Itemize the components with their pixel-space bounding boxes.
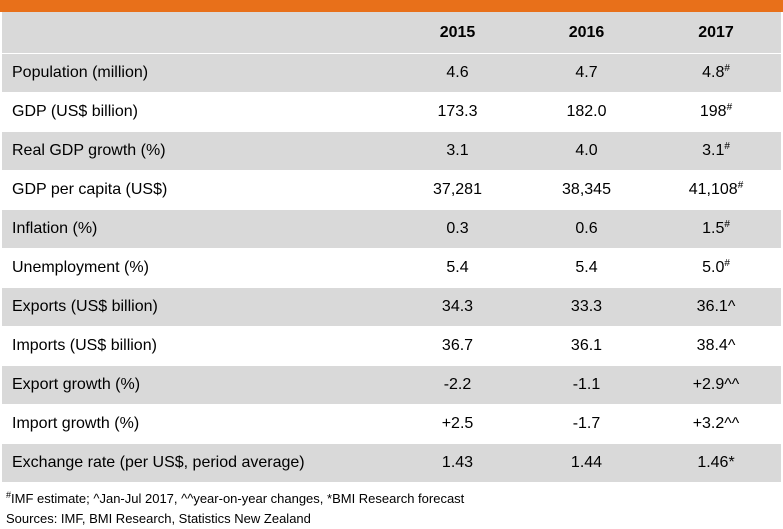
cell-2017-value: 41,108 <box>688 181 738 198</box>
row-label: Inflation (%) <box>2 209 393 249</box>
cell-2017: 4.8# <box>651 53 781 93</box>
cell-2016: -1.1 <box>522 365 651 405</box>
table-row: GDP per capita (US$) 37,281 38,345 41,108# <box>2 170 781 210</box>
cell-2017: 1.5# <box>651 209 781 249</box>
cell-2016: 33.3 <box>522 287 651 327</box>
cell-2017: 38.4^ <box>651 326 781 366</box>
row-label: Unemployment (%) <box>2 248 393 288</box>
cell-2017-value: +2.9^^ <box>692 376 740 393</box>
estimate-mark: # <box>724 63 730 74</box>
row-label: Import growth (%) <box>2 404 393 444</box>
cell-2015: 173.3 <box>393 92 522 132</box>
footnotes: #IMF estimate; ^Jan-Jul 2017, ^^year-on-… <box>6 489 783 529</box>
cell-2017: 41,108# <box>651 170 781 210</box>
cell-2016: 182.0 <box>522 92 651 132</box>
cell-2017: +2.9^^ <box>651 365 781 405</box>
cell-2016: 4.0 <box>522 131 651 171</box>
table-row: Exports (US$ billion) 34.3 33.3 36.1^ <box>2 287 781 327</box>
cell-2015: 37,281 <box>393 170 522 210</box>
cell-2015: +2.5 <box>393 404 522 444</box>
footnote-mark: # <box>6 490 12 500</box>
row-label: Exports (US$ billion) <box>2 287 393 327</box>
row-label: Real GDP growth (%) <box>2 131 393 171</box>
cell-2017: 3.1# <box>651 131 781 171</box>
row-label: Population (million) <box>2 53 393 93</box>
row-label: Imports (US$ billion) <box>2 326 393 366</box>
header-year-2015: 2015 <box>393 12 522 54</box>
cell-2015: 4.6 <box>393 53 522 93</box>
estimate-mark: # <box>726 102 733 113</box>
cell-2015: -2.2 <box>393 365 522 405</box>
row-label: Export growth (%) <box>2 365 393 405</box>
header-label-cell <box>2 12 393 54</box>
table-row: Import growth (%) +2.5 -1.7 +3.2^^ <box>2 404 781 444</box>
economic-indicators-table: 2015 2016 2017 Population (million) 4.6 4.… <box>2 12 781 483</box>
cell-2017-value: 3.1 <box>702 142 725 159</box>
cell-2015: 36.7 <box>393 326 522 366</box>
cell-2015: 0.3 <box>393 209 522 249</box>
header-year-2016: 2016 <box>522 12 651 54</box>
row-label: GDP (US$ billion) <box>2 92 393 132</box>
table-row: Exchange rate (per US$, period average) 1… <box>2 443 781 483</box>
cell-2016: 38,345 <box>522 170 651 210</box>
cell-2016: -1.7 <box>522 404 651 444</box>
footnote-line: #IMF estimate; ^Jan-Jul 2017, ^^year-on-… <box>6 489 783 509</box>
cell-2017-value: +3.2^^ <box>692 415 740 432</box>
cell-2017-value: 198 <box>699 103 727 120</box>
cell-2015: 5.4 <box>393 248 522 288</box>
table-header-row: 2015 2016 2017 <box>2 12 781 54</box>
table-row: Imports (US$ billion) 36.7 36.1 38.4^ <box>2 326 781 366</box>
cell-2016: 4.7 <box>522 53 651 93</box>
estimate-mark: # <box>724 219 730 230</box>
estimate-mark: # <box>724 141 730 152</box>
cell-2017-value: 5.0 <box>702 259 725 276</box>
table-row: Inflation (%) 0.3 0.6 1.5# <box>2 209 781 249</box>
table-row: Export growth (%) -2.2 -1.1 +2.9^^ <box>2 365 781 405</box>
cell-2015: 3.1 <box>393 131 522 171</box>
estimate-mark: # <box>724 258 730 269</box>
cell-2017-value: 36.1^ <box>696 298 736 315</box>
cell-2016: 5.4 <box>522 248 651 288</box>
table-row: Real GDP growth (%) 3.1 4.0 3.1# <box>2 131 781 171</box>
cell-2016: 0.6 <box>522 209 651 249</box>
cell-2017: 198# <box>651 92 781 132</box>
cell-2016: 1.44 <box>522 443 651 483</box>
table-row: Population (million) 4.6 4.7 4.8# <box>2 53 781 93</box>
cell-2015: 34.3 <box>393 287 522 327</box>
table-body: Population (million) 4.6 4.7 4.8# GDP (US$ b… <box>2 53 781 483</box>
accent-top-bar <box>0 0 783 12</box>
table-row: Unemployment (%) 5.4 5.4 5.0# <box>2 248 781 288</box>
cell-2017-value: 1.5 <box>702 220 725 237</box>
cell-2017: 36.1^ <box>651 287 781 327</box>
cell-2017-value: 38.4^ <box>696 337 736 354</box>
cell-2017: +3.2^^ <box>651 404 781 444</box>
cell-2017: 5.0# <box>651 248 781 288</box>
cell-2017-value: 4.8 <box>702 64 725 81</box>
footnote-text: IMF estimate; ^Jan-Jul 2017, ^^year-on-y… <box>11 491 465 506</box>
row-label: GDP per capita (US$) <box>2 170 393 210</box>
row-label: Exchange rate (per US$, period average) <box>2 443 393 483</box>
estimate-mark: # <box>737 180 744 191</box>
cell-2015: 1.43 <box>393 443 522 483</box>
cell-2017-value: 1.46* <box>697 454 735 471</box>
table-row: GDP (US$ billion) 173.3 182.0 198# <box>2 92 781 132</box>
cell-2016: 36.1 <box>522 326 651 366</box>
sources-line: Sources: IMF, BMI Research, Statistics N… <box>6 511 311 526</box>
cell-2017: 1.46* <box>651 443 781 483</box>
header-year-2017: 2017 <box>651 12 781 54</box>
